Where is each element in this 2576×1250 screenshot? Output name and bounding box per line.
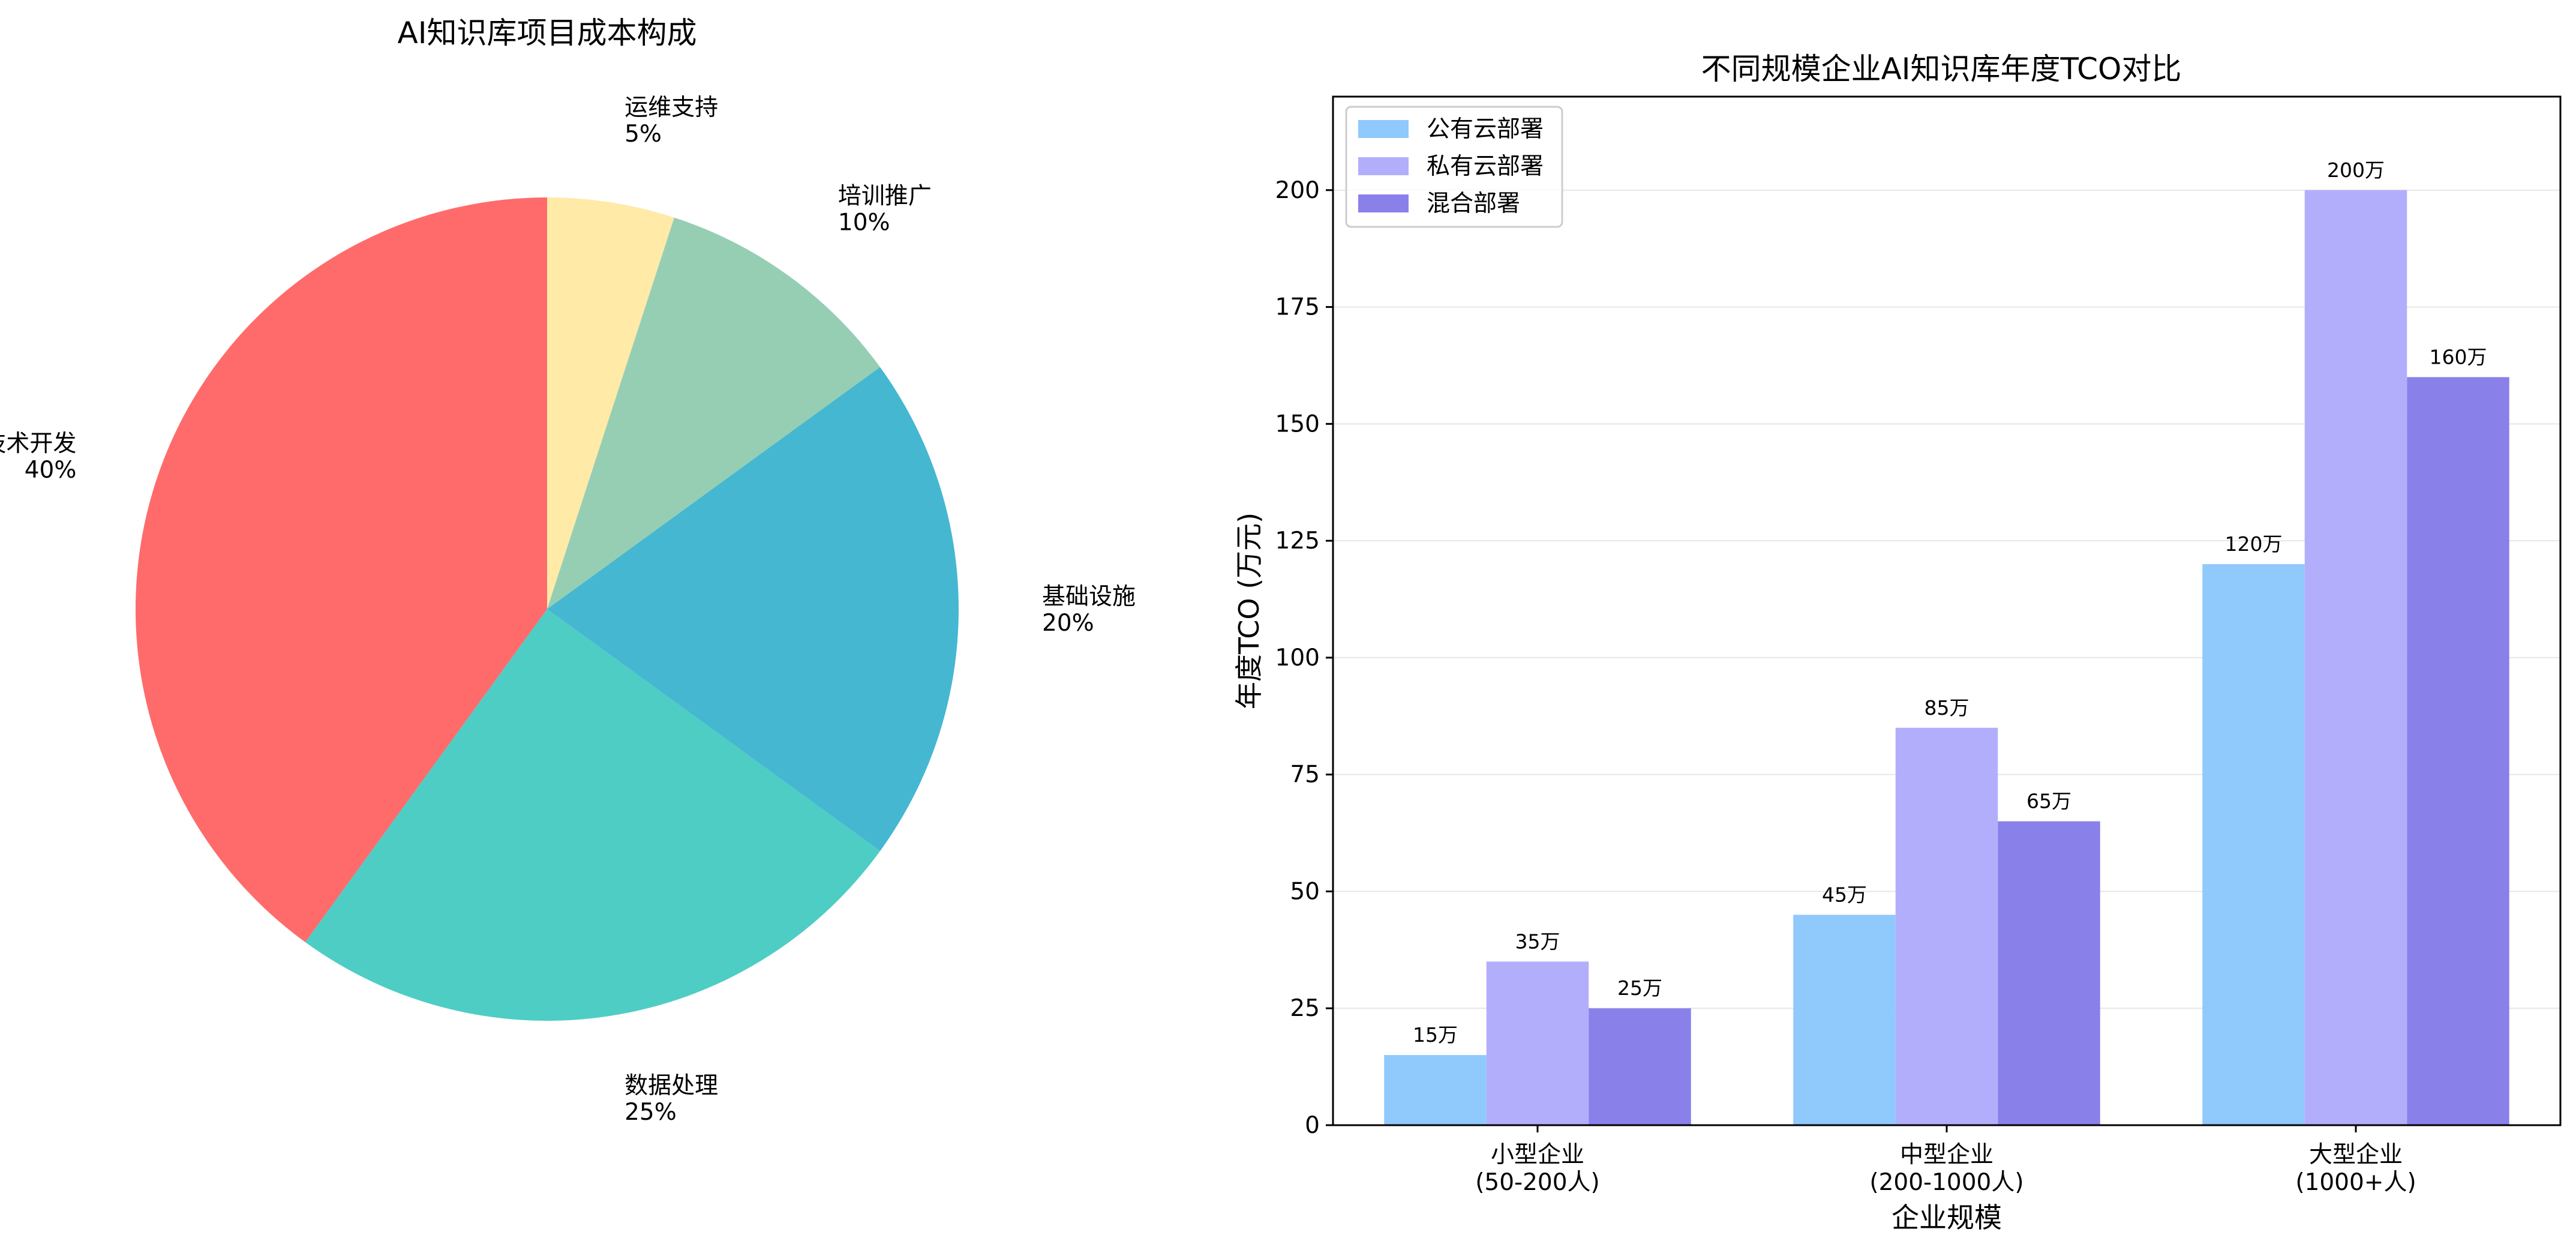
x-tick-label-0-1: (50-200人) (1475, 1169, 1600, 1196)
legend-swatch-混合部署 (1358, 194, 1409, 212)
pie-label-name: 基础设施 (1042, 583, 1136, 610)
bar-公有云部署-2 (2202, 564, 2305, 1125)
y-tick-label-150: 150 (1275, 410, 1320, 437)
y-tick-label-50: 50 (1290, 878, 1320, 905)
x-tick-label-1-0: 中型企业 (1900, 1141, 1993, 1168)
pie-chart-title: AI知识库项目成本构成 (398, 16, 697, 50)
pie-label-percent: 25% (625, 1099, 677, 1126)
bar-混合部署-2 (2407, 377, 2509, 1126)
y-tick-label-200: 200 (1275, 177, 1320, 204)
pie-label-name: 技术开发 (0, 430, 76, 457)
bar-data-labels: 15万 35万 25万 45万 85万 65万 120万 200万 160万 (1413, 158, 2487, 1047)
bar-私有云部署-2 (2304, 190, 2407, 1125)
pie-label-name: 运维支持 (625, 94, 718, 121)
y-tick-label-125: 125 (1275, 527, 1320, 554)
bar-私有云部署-1 (1895, 727, 1998, 1125)
bar-y-ticks: 0 25 50 75 100 125 150 175 200 (1275, 177, 1333, 1139)
bar-x-ticks: 小型企业(50-200人) 中型企业(200-1000人) 大型企业(1000+人) (1475, 1125, 2416, 1196)
pie-label-percent: 40% (25, 457, 77, 484)
legend-label-混合部署: 混合部署 (1427, 190, 1520, 217)
legend-swatch-公有云部署 (1358, 120, 1409, 138)
bar-公有云部署-1 (1793, 915, 1896, 1125)
pie-slice-技术开发 (135, 197, 548, 942)
pie-slice-培训推广 (547, 217, 880, 610)
data-label-私有云部署-1: 85万 (1925, 696, 1969, 720)
y-tick-label-100: 100 (1275, 645, 1320, 672)
y-tick-label-0: 0 (1305, 1112, 1320, 1139)
x-tick-label-2-0: 大型企业 (2309, 1141, 2403, 1168)
bar-混合部署-0 (1589, 1008, 1691, 1125)
pie-slice-运维支持 (547, 197, 674, 609)
bar-bars (1384, 190, 2509, 1126)
x-tick-label-2-1: (1000+人) (2295, 1169, 2416, 1196)
legend-label-公有云部署: 公有云部署 (1427, 116, 1544, 143)
pie-slices (135, 197, 959, 1021)
y-tick-label-175: 175 (1275, 294, 1320, 321)
pie-label-percent: 5% (625, 121, 662, 148)
bar-x-axis-label: 企业规模 (1892, 1201, 2002, 1234)
data-label-公有云部署-0: 15万 (1413, 1023, 1458, 1047)
pie-label-percent: 20% (1042, 610, 1094, 637)
bar-公有云部署-0 (1384, 1055, 1487, 1125)
bar-私有云部署-0 (1486, 961, 1589, 1125)
data-label-混合部署-2: 160万 (2430, 345, 2487, 368)
y-tick-label-25: 25 (1290, 995, 1320, 1022)
bar-混合部署-1 (1998, 821, 2100, 1125)
pie-label-技术开发: 技术开发40% (0, 430, 76, 484)
x-tick-label-1-1: (200-1000人) (1869, 1169, 2023, 1196)
bar-chart-title: 不同规模企业AI知识库年度TCO对比 (1701, 52, 2182, 86)
pie-label-percent: 10% (838, 209, 890, 236)
pie-slice-数据处理 (305, 609, 880, 1021)
data-label-私有云部署-2: 200万 (2327, 158, 2385, 182)
pie-label-name: 数据处理 (625, 1072, 718, 1099)
bar-y-axis-label: 年度TCO (万元) (1233, 512, 1265, 709)
data-label-公有云部署-1: 45万 (1822, 883, 1867, 906)
x-tick-label-0-0: 小型企业 (1491, 1141, 1584, 1168)
legend-label-私有云部署: 私有云部署 (1427, 153, 1544, 180)
pie-slice-基础设施 (547, 367, 959, 852)
legend-swatch-私有云部署 (1358, 157, 1409, 175)
data-label-混合部署-1: 65万 (2026, 790, 2071, 813)
data-label-公有云部署-2: 120万 (2225, 532, 2283, 556)
data-label-私有云部署-0: 35万 (1515, 930, 1560, 953)
pie-label-name: 培训推广 (838, 183, 932, 210)
y-tick-label-75: 75 (1290, 762, 1320, 789)
bar-chart: 不同规模企业AI知识库年度TCO对比 15万 35万 25万 45万 85万 65万 120… (1233, 52, 2562, 1234)
data-label-混合部署-0: 25万 (1617, 976, 1662, 1000)
